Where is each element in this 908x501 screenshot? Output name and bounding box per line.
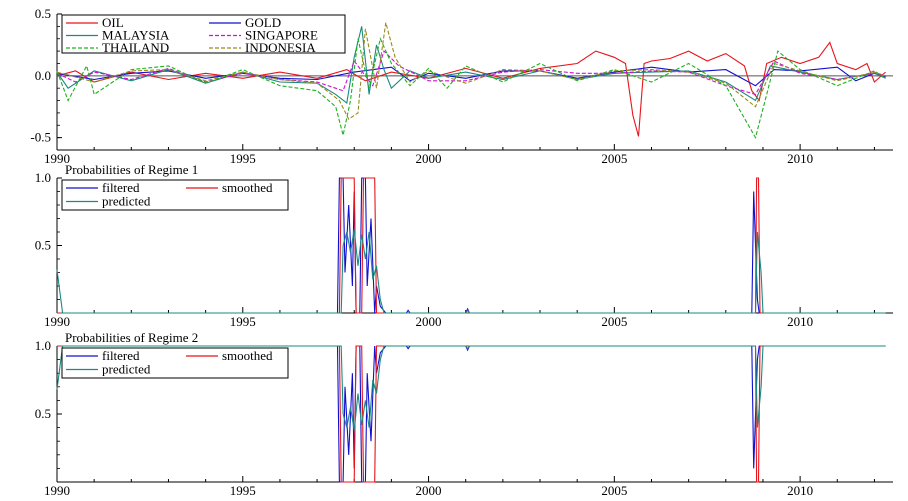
x-tick-label: 2005: [601, 151, 627, 166]
legend-box: [61, 14, 346, 54]
x-tick-label: 1995: [230, 314, 256, 329]
x-tick-label: 1995: [230, 483, 256, 498]
x-tick-label: 2010: [787, 483, 813, 498]
legend: filtered smoothed predicted: [61, 347, 289, 379]
legend-label: THAILAND: [102, 40, 169, 55]
legend-label: predicted: [102, 362, 151, 377]
x-tick-label: 2000: [416, 483, 442, 498]
legend-label: predicted: [102, 194, 151, 209]
chart-panel-2: 1990 1995 2000 2005 2010 1.0 0.5 Probabilities …: [35, 162, 893, 329]
legend-label: filtered: [102, 348, 140, 363]
x-tick-label: 1995: [230, 151, 256, 166]
x-tick-label: 1990: [44, 314, 70, 329]
series-line-smoothed: [57, 177, 886, 314]
chart-panel-3: 1990 1995 2000 2005 2010 1.0 0.5 Probabilities …: [35, 330, 893, 498]
series-line-smoothed: [57, 345, 886, 483]
legend: filtered smoothed predicted: [61, 179, 289, 211]
x-tick-label: 1990: [44, 483, 70, 498]
legend-label: SINGAPORE: [245, 28, 318, 43]
x-tick-label: 2005: [601, 483, 627, 498]
x-tick-label: 2005: [601, 314, 627, 329]
x-tick-label: 1990: [44, 151, 70, 166]
legend-box: [61, 347, 289, 379]
chart-panel-1: 1990 1995 2000 2005 2010 0.5 0.0 -0.5 OIL GOLD MAL…: [30, 6, 893, 166]
legend-label: smoothed: [222, 348, 273, 363]
x-tick-label: 2010: [787, 314, 813, 329]
y-tick-label: -0.5: [30, 130, 51, 145]
x-tick-label: 2000: [416, 151, 442, 166]
legend-label: OIL: [102, 15, 124, 30]
y-tick-label: 0.5: [35, 406, 51, 421]
legend-label: GOLD: [245, 15, 281, 30]
series-line-predicted: [56, 345, 886, 431]
legend-label: MALAYSIA: [102, 28, 170, 43]
y-tick-label: 1.0: [35, 170, 51, 185]
series-line-oil: [56, 41, 886, 137]
y-tick-label: 1.0: [35, 338, 51, 353]
y-tick-label: 0.0: [35, 68, 51, 83]
x-tick-label: 2000: [416, 314, 442, 329]
series-line-thailand: [56, 36, 886, 140]
legend-label: smoothed: [222, 180, 273, 195]
legend-label: INDONESIA: [245, 40, 316, 55]
x-tick-label: 2010: [787, 151, 813, 166]
panel-title: Probabilities of Regime 1: [65, 162, 198, 177]
legend: OIL GOLD MALAYSIA SINGAPORE THAILAND INDONESI…: [61, 14, 346, 55]
panel-title: Probabilities of Regime 2: [65, 330, 198, 345]
legend-box: [61, 179, 289, 211]
y-tick-label: 0.5: [35, 6, 51, 21]
series-line-indonesia: [56, 22, 886, 120]
legend-label: filtered: [102, 180, 140, 195]
y-tick-label: 0.5: [35, 238, 51, 253]
series-line-predicted: [56, 229, 886, 314]
